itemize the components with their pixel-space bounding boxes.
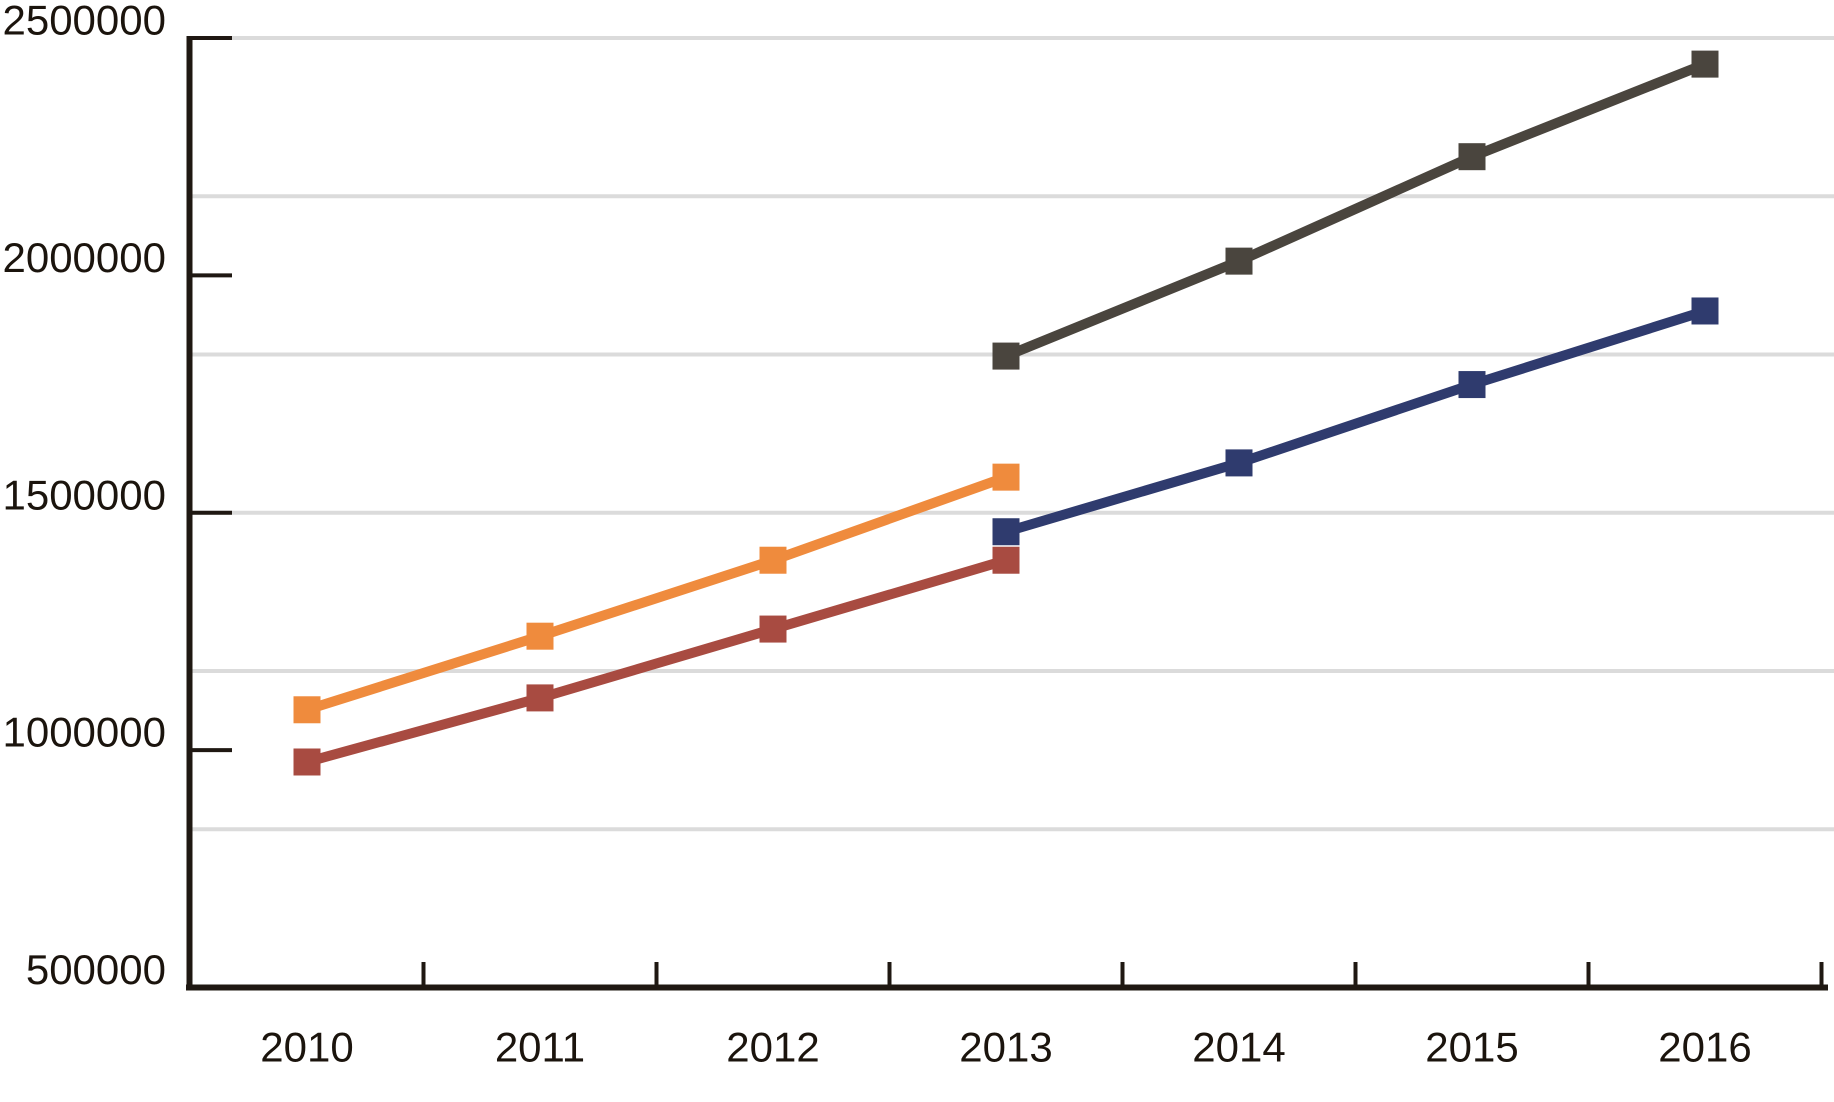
data-point-marker-dark-red-line xyxy=(526,684,554,712)
data-point-marker-orange-line xyxy=(992,463,1020,491)
series-dark-red-line xyxy=(305,555,1008,767)
data-point-marker-gray-line xyxy=(1225,247,1253,275)
x-tick-label: 2014 xyxy=(1192,1024,1285,1071)
data-point-marker-orange-line xyxy=(526,622,554,650)
y-tick-label: 1000000 xyxy=(2,709,166,756)
series-navy-line xyxy=(1004,306,1707,537)
y-tick-label: 2500000 xyxy=(2,0,166,44)
x-tick-label: 2012 xyxy=(726,1024,819,1071)
data-point-marker-navy-line xyxy=(1691,297,1719,325)
x-tick-label: 2011 xyxy=(495,1024,585,1071)
series-gray-line xyxy=(1004,59,1707,361)
series-orange-line xyxy=(305,472,1008,715)
x-tick-label: 2015 xyxy=(1425,1024,1518,1071)
data-point-marker-gray-line xyxy=(992,342,1020,370)
data-point-marker-dark-red-line xyxy=(992,546,1020,574)
data-point-marker-orange-line xyxy=(293,696,321,724)
x-tick-label: 2016 xyxy=(1658,1024,1751,1071)
data-point-marker-navy-line xyxy=(1458,371,1486,399)
x-tick-label: 2010 xyxy=(260,1024,353,1071)
data-point-marker-navy-line xyxy=(1225,449,1253,477)
y-tick-label: 2000000 xyxy=(2,234,166,281)
data-point-marker-gray-line xyxy=(1691,50,1719,78)
data-point-marker-dark-red-line xyxy=(293,748,321,776)
data-point-marker-navy-line xyxy=(992,518,1020,546)
data-point-marker-dark-red-line xyxy=(759,615,787,643)
data-point-marker-gray-line xyxy=(1458,143,1486,171)
data-point-marker-orange-line xyxy=(759,546,787,574)
x-tick-label: 2013 xyxy=(959,1024,1052,1071)
y-tick-label: 500000 xyxy=(26,946,166,993)
y-tick-label: 1500000 xyxy=(2,471,166,518)
